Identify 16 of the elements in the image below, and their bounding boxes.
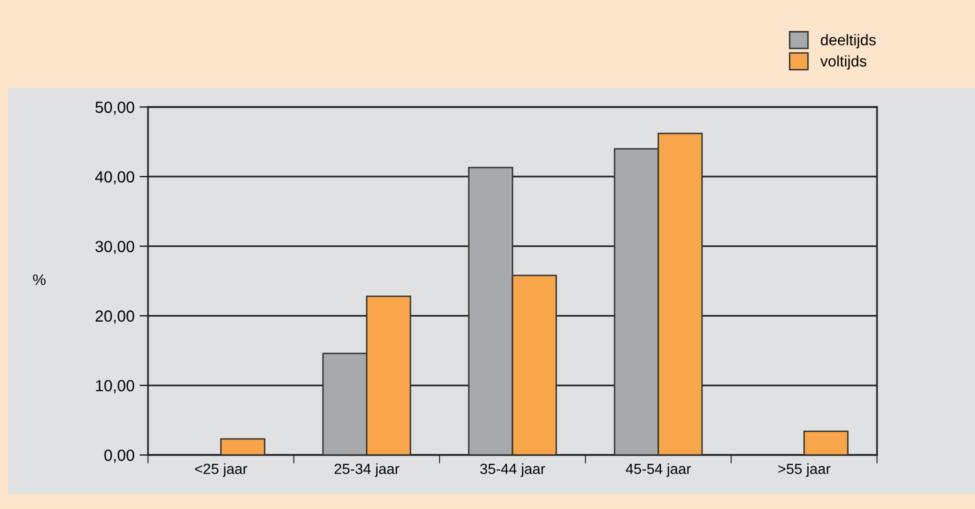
y-tick-label: 30,00 <box>95 240 134 254</box>
legend-label: deeltijds <box>820 34 876 48</box>
y-tick-label: 0,00 <box>104 450 134 463</box>
x-tick-label: 35-44 jaar <box>480 463 546 477</box>
y-tick-label: 40,00 <box>95 171 134 184</box>
x-tick-label: 45-54 jaar <box>626 463 691 477</box>
y-tick-label: 50,00 <box>95 102 134 115</box>
y-tick-label: 10,00 <box>96 380 134 394</box>
y-axis-title: % <box>33 274 46 286</box>
x-tick-label: >55 jaar <box>778 463 830 477</box>
legend-label: voltijds <box>820 55 866 70</box>
x-tick-label: 25-34 jaar <box>334 463 400 477</box>
y-tick-label: 20,00 <box>96 310 134 324</box>
x-tick-label: <25 jaar <box>195 463 248 477</box>
bar <box>803 430 849 455</box>
bar <box>220 438 266 455</box>
